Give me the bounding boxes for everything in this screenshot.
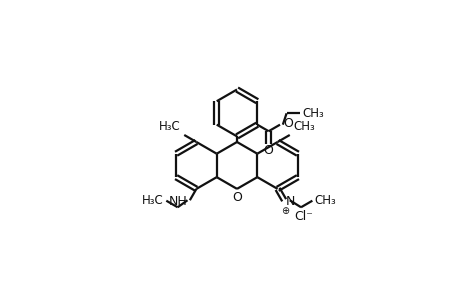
Text: ⊕: ⊕ [282, 206, 290, 216]
Text: NH: NH [169, 195, 188, 208]
Text: H₃C: H₃C [159, 120, 181, 133]
Text: O: O [283, 117, 293, 130]
Text: H₃C: H₃C [142, 194, 164, 207]
Text: CH₃: CH₃ [315, 194, 337, 207]
Text: O: O [232, 191, 242, 204]
Text: O: O [264, 144, 273, 157]
Text: N: N [285, 195, 295, 208]
Text: CH₃: CH₃ [293, 120, 315, 133]
Text: Cl⁻: Cl⁻ [294, 210, 313, 224]
Text: CH₃: CH₃ [302, 107, 324, 120]
